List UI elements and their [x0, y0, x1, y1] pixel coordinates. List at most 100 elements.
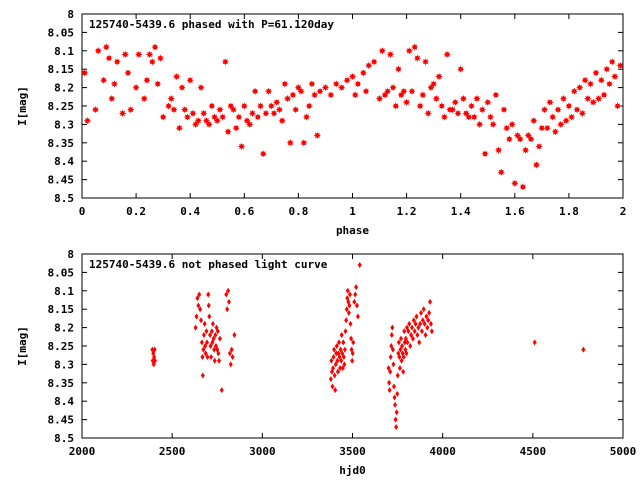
data-point — [519, 183, 527, 191]
data-point — [213, 331, 218, 338]
data-point — [170, 106, 178, 114]
data-point — [302, 113, 311, 121]
data-point — [392, 394, 397, 401]
plot-title: 125740-5439.6 not phased light curve — [89, 258, 328, 271]
y-tick-label: 8.25 — [48, 340, 75, 353]
data-point — [273, 98, 281, 106]
data-point — [211, 335, 216, 342]
data-point — [259, 150, 267, 158]
data-point — [465, 113, 473, 121]
data-point — [400, 87, 408, 95]
data-point — [573, 106, 581, 114]
data-series — [150, 262, 586, 430]
data-point — [527, 135, 535, 143]
data-point — [414, 313, 419, 320]
data-point — [386, 365, 391, 372]
y-tick-label: 8.5 — [54, 192, 74, 205]
data-point — [407, 320, 412, 327]
data-point — [578, 109, 587, 117]
data-point — [152, 346, 157, 353]
data-point — [308, 80, 316, 88]
data-point — [359, 69, 367, 77]
data-point — [551, 128, 559, 136]
data-point — [595, 95, 603, 103]
data-point — [195, 295, 200, 302]
data-point — [584, 95, 592, 103]
data-point — [146, 50, 154, 59]
data-point — [489, 120, 497, 128]
data-point — [413, 54, 422, 62]
data-point — [428, 320, 433, 327]
data-point — [275, 106, 284, 114]
data-point — [164, 102, 173, 110]
data-point — [401, 354, 406, 361]
data-point — [286, 139, 294, 147]
data-point — [199, 317, 204, 324]
x-tick-label: 0.4 — [180, 205, 200, 218]
data-point — [297, 87, 305, 95]
data-point — [443, 50, 451, 59]
data-point — [389, 84, 397, 92]
data-point — [313, 131, 321, 140]
data-point — [546, 98, 554, 106]
data-point — [338, 84, 346, 92]
data-point — [448, 106, 457, 114]
data-point — [246, 120, 254, 128]
x-tick-label: 2500 — [159, 445, 186, 458]
data-point — [203, 343, 208, 349]
x-tick-label: 0.6 — [234, 205, 254, 218]
data-point — [403, 98, 411, 106]
data-point — [118, 109, 127, 117]
data-point — [390, 346, 395, 353]
data-point — [217, 357, 222, 364]
data-point — [406, 328, 411, 335]
data-point — [181, 106, 189, 114]
data-point — [311, 91, 319, 99]
data-point — [484, 98, 492, 106]
data-point — [410, 324, 415, 331]
data-point — [438, 102, 446, 110]
x-tick-label: 0 — [79, 205, 86, 218]
data-point — [388, 368, 393, 375]
data-point — [497, 168, 505, 176]
data-point — [156, 54, 165, 62]
data-point — [419, 309, 424, 316]
data-point — [189, 109, 197, 117]
data-point — [229, 346, 234, 353]
data-point — [226, 287, 231, 294]
y-tick-label: 8 — [67, 248, 74, 261]
data-point — [206, 291, 211, 298]
data-point — [350, 350, 355, 357]
data-point — [340, 365, 345, 372]
data-point — [532, 161, 541, 169]
data-point — [345, 287, 350, 294]
data-point — [232, 124, 240, 132]
data-point — [254, 113, 262, 121]
x-tick-label: 3000 — [249, 445, 276, 458]
data-point — [375, 95, 384, 103]
data-point — [202, 320, 207, 327]
data-point — [399, 335, 404, 342]
data-point — [334, 343, 339, 349]
data-point — [327, 91, 335, 99]
data-point — [603, 65, 611, 73]
y-tick-label: 8.45 — [48, 414, 75, 427]
data-point — [262, 109, 270, 117]
y-tick-label: 8.2 — [54, 82, 74, 95]
data-point — [321, 84, 330, 92]
data-point — [409, 331, 414, 338]
data-point — [476, 120, 484, 128]
y-tick-label: 8.5 — [54, 432, 74, 445]
data-point — [592, 69, 600, 77]
data-point — [353, 291, 358, 298]
data-point — [389, 343, 394, 349]
data-point — [343, 328, 348, 335]
data-point — [354, 284, 359, 291]
data-point — [355, 313, 360, 320]
data-point — [404, 350, 409, 357]
data-point — [568, 113, 576, 121]
data-point — [100, 76, 108, 84]
data-point — [194, 117, 202, 125]
data-point — [348, 72, 357, 81]
